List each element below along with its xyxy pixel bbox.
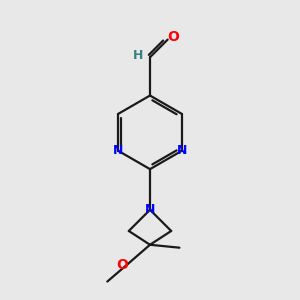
Text: O: O [167,30,179,44]
Text: N: N [113,144,123,157]
Text: N: N [145,203,155,216]
Text: O: O [117,258,129,272]
Text: N: N [177,144,187,157]
Text: H: H [132,49,143,62]
